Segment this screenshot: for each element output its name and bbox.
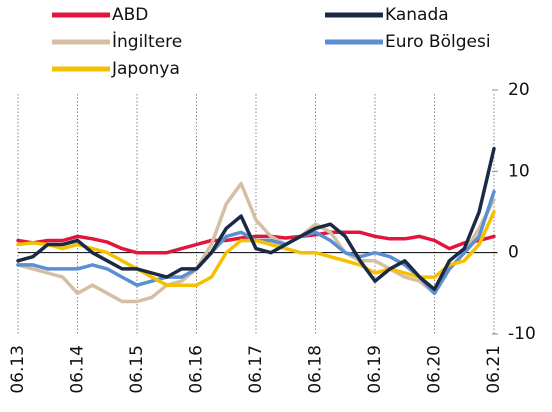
x-tick-label: 06.18 (306, 345, 326, 394)
y-tick-label: 10 (508, 161, 530, 181)
legend-label: Euro Bölgesi (385, 32, 491, 52)
y-tick-label: -10 (508, 324, 536, 344)
series-line (16, 230, 496, 255)
x-tick-label: 06.16 (187, 345, 207, 394)
x-tick-label: 06.13 (8, 345, 28, 394)
legend-label: İngiltere (112, 31, 182, 52)
x-tick-label: 06.17 (246, 345, 266, 394)
x-tick-label: 06.19 (365, 345, 385, 394)
series-line (16, 181, 496, 304)
x-tick-label: 06.21 (484, 345, 504, 394)
legend-label: Japonya (111, 59, 180, 79)
series-line (16, 146, 496, 292)
y-tick-label: 0 (508, 243, 519, 263)
legend-label: ABD (112, 5, 148, 25)
x-tick-label: 06.14 (68, 345, 88, 394)
legend-label: Kanada (385, 5, 449, 25)
y-tick-label: 20 (508, 80, 530, 100)
x-tick-label: 06.20 (425, 345, 445, 394)
series-line (16, 210, 496, 287)
x-tick-label: 06.15 (127, 345, 147, 394)
